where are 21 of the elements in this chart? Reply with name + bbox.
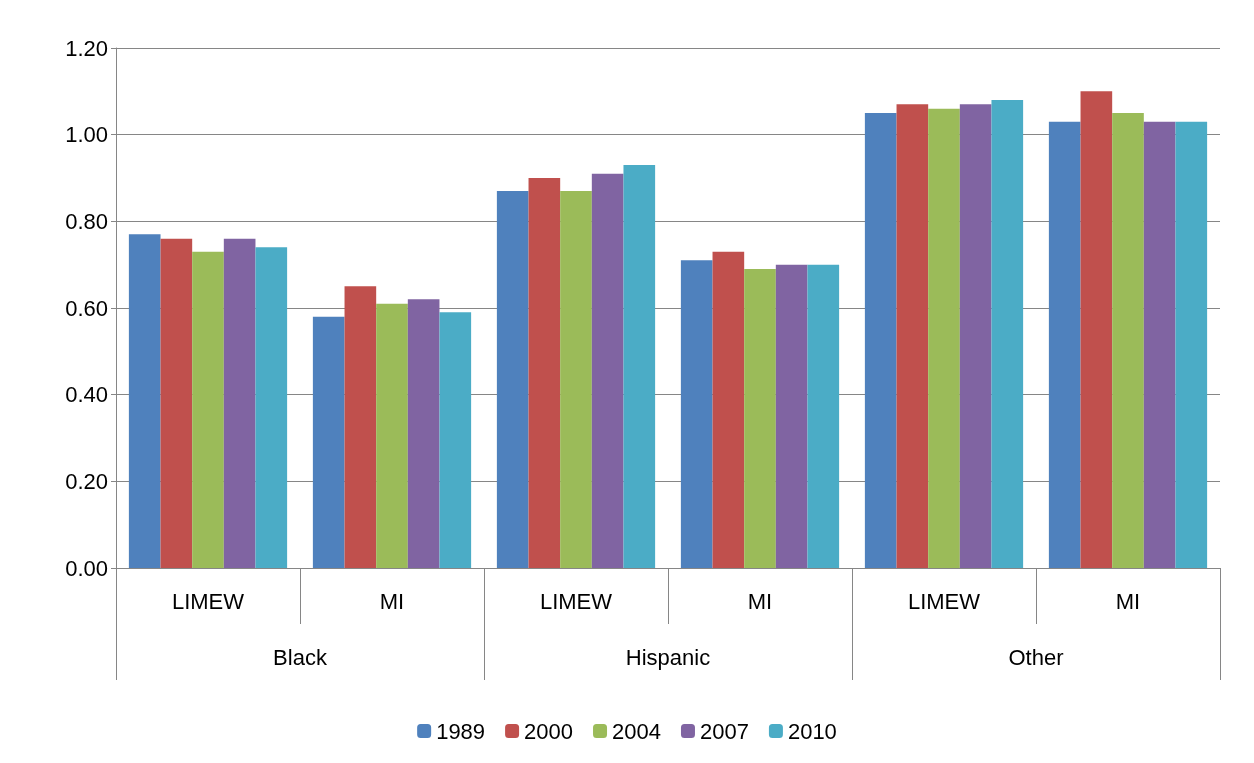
- x-tick-label: LIMEW: [171, 588, 245, 614]
- legend-label: 1989: [436, 718, 486, 744]
- text: Hispanic: [625, 644, 711, 670]
- text: Black: [273, 644, 328, 670]
- legend-label: 2010: [787, 718, 837, 744]
- y-tick-label: 1.20: [65, 35, 108, 61]
- legend-label: 2000: [524, 718, 574, 744]
- y-tick-label: 0.00: [65, 555, 108, 581]
- x-tick-label: MI: [1115, 588, 1141, 614]
- x-tick-label: LIMEW: [539, 588, 613, 614]
- x-tick-label: MI: [747, 588, 773, 614]
- legend-label: 2007: [699, 718, 749, 744]
- y-tick-label: 0.80: [65, 208, 108, 234]
- legend-label: 2004: [612, 718, 661, 744]
- y-tick-label: 0.40: [65, 382, 108, 408]
- x-tick-label: MI: [379, 588, 405, 614]
- y-tick-label: 1.00: [65, 122, 108, 148]
- text: Other: [1008, 644, 1064, 670]
- x-tick-label: LIMEW: [907, 588, 981, 614]
- y-tick-label: 0.20: [65, 468, 108, 494]
- y-tick-label: 0.60: [65, 295, 108, 321]
